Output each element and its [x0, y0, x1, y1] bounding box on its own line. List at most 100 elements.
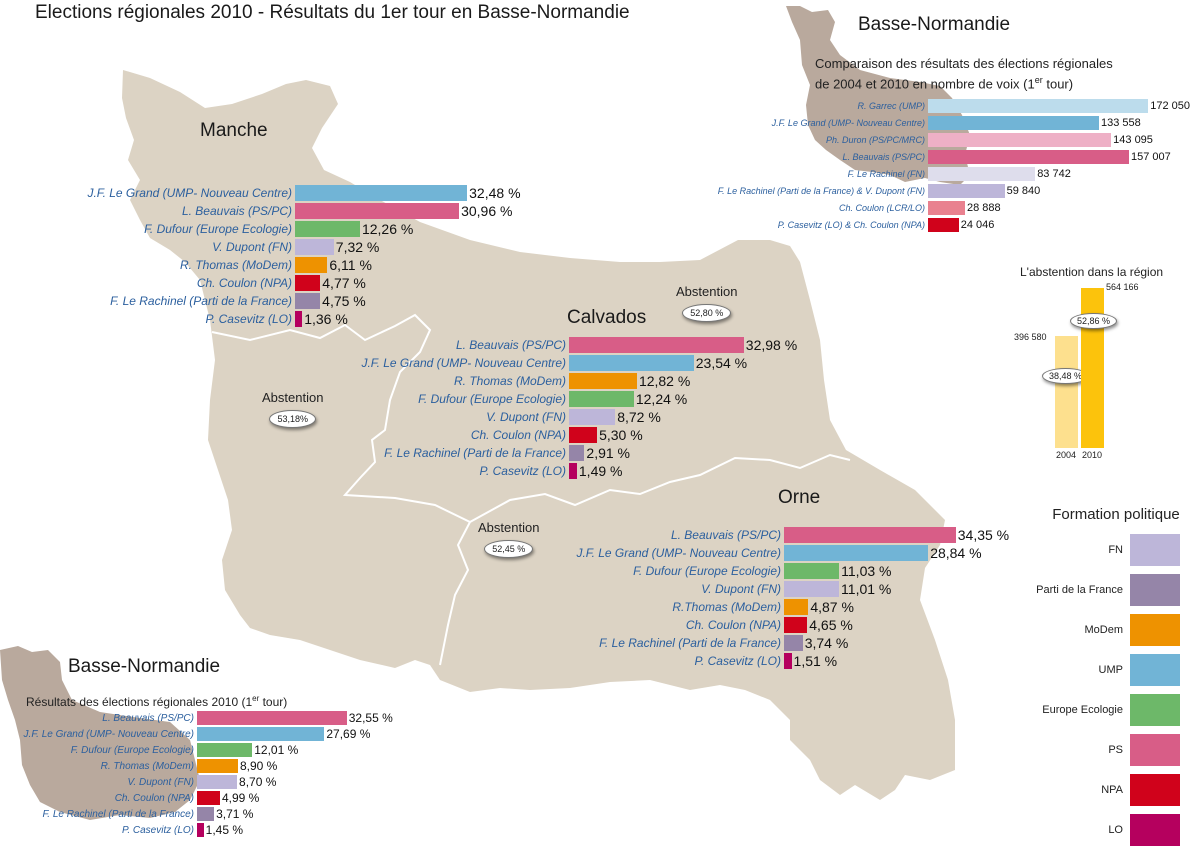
abstention-label: Abstention [478, 520, 540, 535]
result-row: J.F. Le Grand (UMP- Nouveau Centre) 23,54… [361, 355, 797, 371]
result-bar [569, 427, 598, 443]
legend-item: Parti de la France [1036, 574, 1196, 606]
abstention-bar-2010 [1081, 288, 1104, 448]
candidate-label: P. Casevitz (LO) [205, 312, 292, 326]
legend-item: PS [1036, 734, 1196, 766]
legend-label: UMP [1098, 664, 1123, 676]
candidate-label: Ch. Coulon (NPA) [685, 618, 781, 632]
result-row: F. Le Rachinel (FN) 83 742 [848, 167, 1190, 181]
result-bar [569, 355, 694, 371]
result-row: Ch. Coulon (LCR/LO) 28 888 [839, 201, 1190, 215]
legend-label: NPA [1101, 784, 1123, 796]
result-value: 11,01 % [841, 581, 892, 597]
abstention-oval: 52,45 % [484, 540, 534, 558]
comparison-title-line2: de 2004 et 2010 en nombre de voix (1 [815, 76, 1035, 92]
legend-label: MoDem [1084, 624, 1123, 636]
result-row: L. Beauvais (PS/PC) 30,96 % [182, 203, 521, 219]
result-bar [295, 257, 328, 273]
candidate-label: J.F. Le Grand (UMP- Nouveau Centre) [23, 728, 194, 740]
result-value: 1,36 % [304, 311, 348, 327]
result-row: J.F. Le Grand (UMP- Nouveau Centre) 32,48… [87, 185, 521, 201]
abstention-region-chart: 396 580 38,48 % 2004 564 166 52,86 % 2010 [1000, 280, 1160, 460]
inset-region-bottom [0, 646, 200, 820]
result-value: 32,48 % [469, 185, 521, 201]
result-bar [569, 409, 616, 425]
result-row: F. Le Rachinel (Parti de la France) 3,74 … [599, 635, 1009, 651]
candidate-label: R. Thomas (MoDem) [179, 258, 292, 272]
result-value: 3,74 % [804, 635, 849, 651]
dept-border-manche-calvados [211, 313, 471, 523]
result-bar [569, 373, 637, 389]
result-bar [197, 711, 347, 725]
result-bar [197, 823, 204, 837]
result-bar [928, 116, 1099, 130]
result-bar [569, 463, 577, 479]
legend-swatch [1130, 694, 1180, 726]
result-value: 1,51 % [793, 653, 838, 669]
result-bar [197, 759, 238, 773]
candidate-label: V. Dupont (FN) [486, 410, 566, 424]
result-value: 24 046 [960, 219, 995, 231]
result-row: Ch. Coulon (NPA) 5,30 % [471, 427, 797, 443]
comparison-heading: Basse-Normandie [858, 14, 1011, 35]
dept-title-manche: Manche [200, 120, 268, 141]
legend-label: LO [1108, 824, 1123, 836]
result-row: Ch. Coulon (NPA) 4,65 % [686, 617, 1009, 633]
candidate-label: P. Casevitz (LO) [479, 464, 566, 478]
result-bar [784, 563, 840, 579]
result-value: 12,24 % [635, 391, 688, 407]
result-bar [784, 599, 809, 615]
comparison-bars: R. Garrec (UMP) 172 050 J.F. Le Grand (UMP… [718, 99, 1190, 235]
result-value: 8,72 % [617, 409, 661, 425]
legend-label: PS [1108, 744, 1123, 756]
abstention-label: Abstention [676, 284, 738, 299]
result-value: 2,91 % [586, 445, 631, 461]
candidate-label: F. Le Rachinel (Parti de la France) & V.… [717, 186, 925, 196]
result-value: 1,49 % [578, 463, 623, 479]
candidate-label: V. Dupont (FN) [127, 776, 195, 788]
result-value: 4,77 % [322, 275, 366, 291]
result-bar [295, 293, 321, 309]
legend-label: FN [1108, 544, 1123, 556]
result-bar [784, 527, 956, 543]
result-bar [295, 311, 303, 327]
result-value: 8,90 % [239, 759, 278, 773]
result-bar [569, 445, 585, 461]
candidate-label: L. Beauvais (PS/PC) [181, 204, 292, 218]
dept-border-calvados-orne [469, 453, 851, 523]
candidate-label: F. Le Rachinel (Parti de la France) [42, 808, 194, 820]
result-bar [197, 775, 238, 789]
result-row: L. Beauvais (PS/PC) 32,98 % [456, 337, 798, 353]
result-bar [295, 275, 321, 291]
result-bar [295, 203, 460, 219]
result-value: 4,75 % [322, 293, 366, 309]
result-value: 4,87 % [810, 599, 854, 615]
legend-title: Formation politique [1052, 506, 1180, 523]
result-value: 12,26 % [361, 221, 414, 237]
candidate-label: Ch. Coulon (NPA) [114, 792, 194, 804]
result-bar [784, 617, 808, 633]
comparison-title-end: tour) [1042, 76, 1074, 92]
result-value: 6,11 % [329, 257, 372, 273]
result-value: 34,35 % [957, 527, 1010, 543]
result-value: 157 007 [1130, 151, 1171, 163]
result-row: L. Beauvais (PS/PC) 34,35 % [671, 527, 1010, 543]
candidate-label: J.F. Le Grand (UMP- Nouveau Centre) [361, 356, 566, 370]
comparison-title-sup: er [1034, 75, 1043, 85]
candidate-label: Ph. Duron (PS/PC/MRC) [825, 135, 925, 145]
result-row: F. Dufour (Europe Ecologie) 12,24 % [418, 391, 797, 407]
legend-swatch [1130, 614, 1180, 646]
result-row: R.Thomas (MoDem) 4,87 % [672, 599, 1009, 615]
abstention-oval: 52,80 % [682, 304, 732, 322]
result-value: 32,98 % [745, 337, 798, 353]
abstention-year: 2004 [1056, 450, 1077, 460]
result-row: V. Dupont (FN) 8,72 % [486, 409, 797, 425]
region-results-title: Résultats des élections régionales 2010 … [26, 690, 287, 711]
result-row: F. Dufour (Europe Ecologie) 11,03 % [633, 563, 1009, 579]
legend-swatch [1130, 534, 1180, 566]
result-row: R. Thomas (MoDem) 6,11 % [180, 257, 521, 273]
result-bar [197, 743, 253, 757]
result-bar [197, 727, 325, 741]
candidate-label: J.F. Le Grand (UMP- Nouveau Centre) [87, 186, 292, 200]
result-value: 23,54 % [695, 355, 748, 371]
